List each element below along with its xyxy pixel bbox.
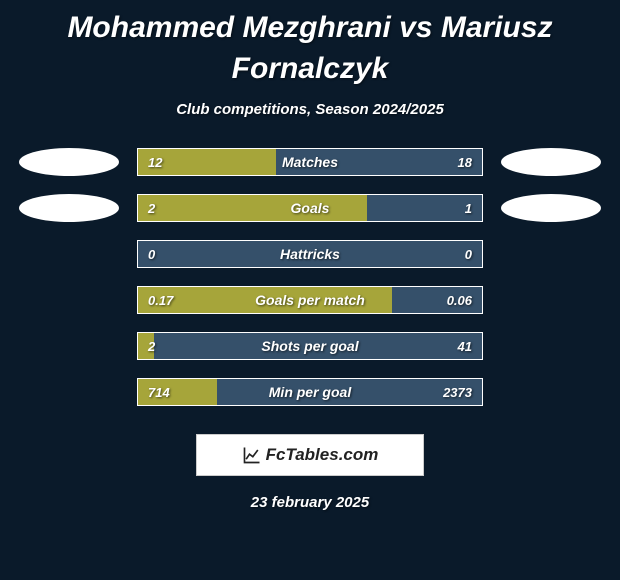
stat-bar: 2Goals1 bbox=[137, 194, 483, 222]
stat-label: Goals bbox=[138, 195, 482, 221]
stat-row: 0Hattricks0 bbox=[0, 240, 620, 268]
stats-container: 12Matches18 2Goals1 0Hattricks0 0.17Goals p… bbox=[0, 148, 620, 406]
stat-row: 2Shots per goal41 bbox=[0, 332, 620, 360]
brand-logo[interactable]: FcTables.com bbox=[196, 434, 424, 476]
stat-row: 2Goals1 bbox=[0, 194, 620, 222]
stat-value-right: 0.06 bbox=[447, 287, 472, 313]
stat-value-right: 0 bbox=[465, 241, 472, 267]
stat-bar: 0.17Goals per match0.06 bbox=[137, 286, 483, 314]
stat-value-right: 1 bbox=[465, 195, 472, 221]
stat-label: Min per goal bbox=[138, 379, 482, 405]
comparison-title: Mohammed Mezghrani vs Mariusz Fornalczyk bbox=[0, 0, 620, 89]
stat-label: Shots per goal bbox=[138, 333, 482, 359]
chart-icon bbox=[242, 445, 262, 465]
stat-bar: 714Min per goal2373 bbox=[137, 378, 483, 406]
stat-label: Goals per match bbox=[138, 287, 482, 313]
stat-bar: 12Matches18 bbox=[137, 148, 483, 176]
brand-name: FcTables.com bbox=[266, 445, 379, 465]
club-badge-left bbox=[19, 148, 119, 176]
stat-row: 714Min per goal2373 bbox=[0, 378, 620, 406]
stat-bar: 0Hattricks0 bbox=[137, 240, 483, 268]
stat-label: Matches bbox=[138, 149, 482, 175]
stat-label: Hattricks bbox=[138, 241, 482, 267]
stat-bar: 2Shots per goal41 bbox=[137, 332, 483, 360]
club-badge-right bbox=[501, 194, 601, 222]
stat-row: 0.17Goals per match0.06 bbox=[0, 286, 620, 314]
stat-value-right: 18 bbox=[458, 149, 472, 175]
stat-value-right: 2373 bbox=[443, 379, 472, 405]
stat-row: 12Matches18 bbox=[0, 148, 620, 176]
comparison-subtitle: Club competitions, Season 2024/2025 bbox=[0, 101, 620, 118]
comparison-date: 23 february 2025 bbox=[0, 494, 620, 511]
club-badge-right bbox=[501, 148, 601, 176]
club-badge-left bbox=[19, 194, 119, 222]
stat-value-right: 41 bbox=[458, 333, 472, 359]
